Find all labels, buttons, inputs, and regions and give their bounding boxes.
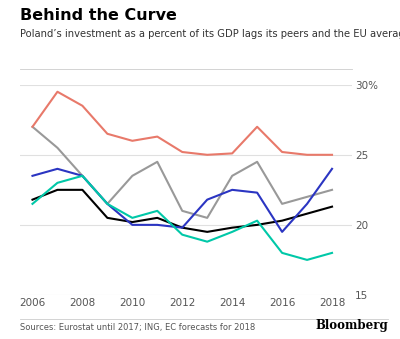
Text: Poland’s investment as a percent of its GDP lags its peers and the EU average: Poland’s investment as a percent of its …	[20, 29, 400, 39]
Text: Behind the Curve: Behind the Curve	[20, 8, 177, 23]
Text: Bloomberg: Bloomberg	[315, 319, 388, 332]
Text: Sources: Eurostat until 2017; ING, EC forecasts for 2018: Sources: Eurostat until 2017; ING, EC fo…	[20, 322, 255, 332]
